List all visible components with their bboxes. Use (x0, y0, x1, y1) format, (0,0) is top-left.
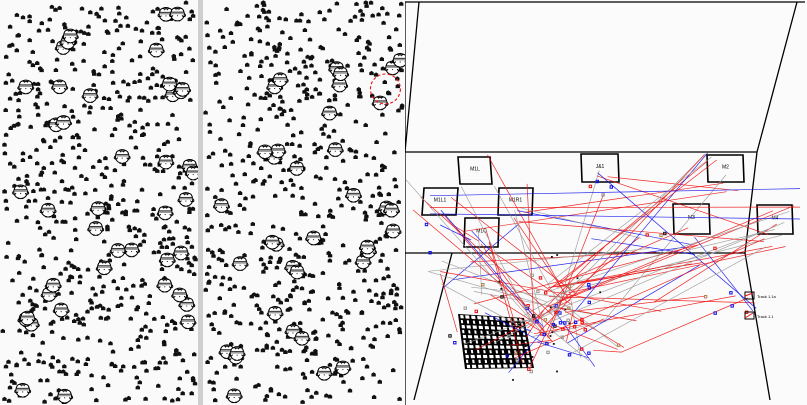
svg-text:Track 1.1: Track 1.1 (757, 314, 774, 319)
svg-text:J&1: J&1 (596, 164, 605, 170)
svg-text:Track 1.1a: Track 1.1a (757, 294, 777, 299)
svg-text:M1L: M1L (470, 167, 480, 173)
svg-text:M1L1: M1L1 (434, 198, 447, 204)
svg-text:M2: M2 (722, 165, 729, 171)
svg-text:M1R1: M1R1 (509, 198, 523, 204)
